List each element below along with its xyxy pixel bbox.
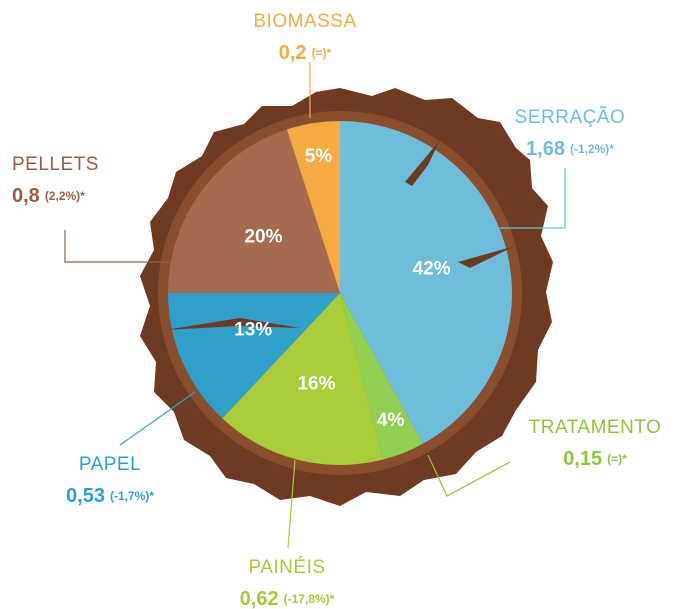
category-label: BIOMASSA — [253, 11, 356, 32]
amount-label: 0,62 (-17,8%)* — [240, 588, 335, 609]
amount-value: 0,2 — [279, 42, 307, 64]
amount-value: 0,53 — [66, 485, 105, 507]
chart: 42% SERRAÇÃO 1,68 (-1,2%)* 4% TRATAMENTO 0,15 (… — [0, 0, 675, 609]
slice-label: 13% — [234, 320, 272, 341]
slice-label: 16% — [297, 374, 335, 395]
amount-label: 0,8 (2,2%)* — [12, 185, 85, 207]
change-label: (-1,2%)* — [570, 142, 614, 156]
amount-value: 1,68 — [526, 138, 565, 160]
category-label: TRATAMENTO — [529, 417, 662, 438]
amount-label: 0,15 (=)* — [563, 448, 627, 470]
slice-label: 42% — [413, 258, 451, 279]
amount-value: 0,15 — [563, 448, 602, 470]
change-label: (=)* — [607, 452, 627, 466]
slice-label: 4% — [377, 410, 405, 431]
change-label: (=)* — [312, 46, 332, 60]
category-label: PELLETS — [12, 154, 99, 175]
slice-label: 20% — [244, 226, 282, 247]
category-label: PAPEL — [79, 454, 141, 475]
amount-label: 1,68 (-1,2%)* — [526, 138, 614, 160]
amount-value: 0,62 — [240, 588, 279, 609]
amount-label: 0,53 (-1,7%)* — [66, 485, 154, 507]
category-label: PAINÉIS — [248, 557, 325, 578]
change-label: (-1,7%)* — [110, 489, 154, 503]
amount-value: 0,8 — [12, 185, 40, 207]
change-label: (-17,8%)* — [284, 592, 335, 606]
change-label: (2,2%)* — [45, 189, 85, 203]
category-label: SERRAÇÃO — [515, 106, 626, 128]
slice-label: 5% — [305, 146, 333, 167]
amount-label: 0,2 (=)* — [279, 42, 332, 64]
